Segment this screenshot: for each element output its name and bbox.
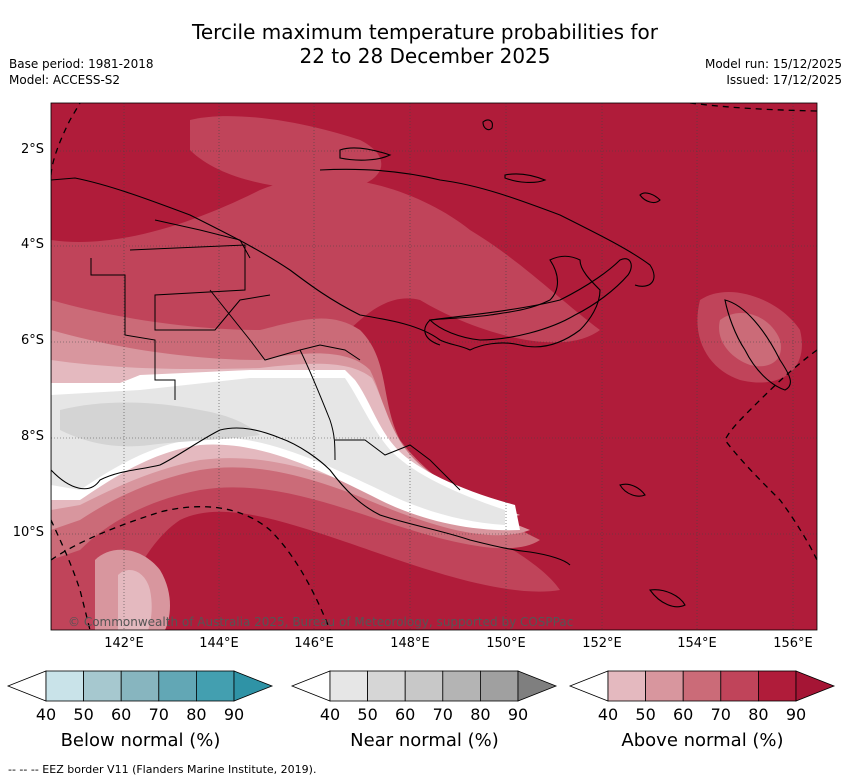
lat-tick-label: 4°S: [20, 237, 44, 252]
colorbar-segment: [479, 670, 519, 702]
eez-northeast: [689, 103, 817, 112]
colorbar-extend-low: [568, 670, 609, 702]
lat-tick-label: 2°S: [20, 142, 44, 157]
eez-footnote: -- -- -- EEZ border V11 (Flanders Marine…: [8, 763, 317, 776]
new-britain-coast: [428, 258, 632, 341]
base-period: Base period: 1981-2018: [9, 57, 154, 71]
colorbar-tick-label: 50: [73, 705, 94, 724]
colorbar-tick-label: 40: [597, 705, 619, 724]
colorbar-extend-high: [795, 670, 836, 702]
copyright-text: © Commonwealth of Australia 2025, Bureau…: [68, 615, 573, 629]
colorbar-segment: [120, 670, 160, 702]
lon-tick-label: 142°E: [104, 636, 144, 651]
colorbar-tick-label: 40: [319, 705, 341, 724]
colorbar-segment: [442, 670, 481, 702]
model-name: Model: ACCESS-S2: [9, 73, 121, 87]
colorbar-segment: [404, 670, 444, 702]
colorbar-extend-high: [517, 670, 558, 702]
colorbar-label-near: Near normal (%): [350, 730, 499, 751]
eez-east: [724, 349, 817, 561]
colorbar-tick-label: 60: [111, 705, 132, 724]
island-north-2: [504, 173, 547, 183]
colorbar-tick-label: 70: [710, 705, 731, 724]
colorbar-tick-label: 90: [223, 705, 245, 724]
bougainville-coast: [724, 299, 791, 391]
colorbar-tick-label: 80: [470, 705, 491, 724]
colorbar-tick-label: 60: [395, 705, 416, 724]
eez-west: [51, 519, 91, 630]
island-southeast-2: [649, 589, 686, 608]
north-coast: [319, 168, 655, 287]
colorbar-tick-label: 50: [357, 705, 378, 724]
colorbar-tick-label: 80: [748, 705, 769, 724]
border-enga: [129, 244, 271, 331]
colorbar-label-below: Below normal (%): [60, 730, 221, 751]
border-northwest: [154, 219, 251, 259]
colorbar-tick-label: 50: [635, 705, 656, 724]
colorbar-segment: [83, 670, 122, 702]
colorbars: [6, 670, 836, 702]
colorbar-segment: [645, 670, 684, 702]
title-line-2: 22 to 28 December 2025: [299, 44, 551, 68]
border-gulf: [299, 349, 336, 461]
map-field: © Commonwealth of Australia 2025, Bureau…: [51, 103, 817, 630]
map-frame: [50, 102, 818, 631]
lon-tick-label: 146°E: [294, 636, 334, 651]
colorbar-extend-high: [233, 670, 274, 702]
lon-tick-label: 144°E: [199, 636, 239, 651]
colorbar-segment: [607, 670, 646, 702]
island-southeast-1: [619, 483, 646, 497]
above-70-area-east: [719, 312, 781, 367]
colorbar-segment: [720, 670, 759, 702]
colorbar-segment: [329, 670, 368, 702]
lon-tick-label: 148°E: [390, 636, 430, 651]
colorbar-near: [290, 670, 558, 702]
colorbar-extend-low: [6, 670, 47, 702]
island-east-1: [639, 192, 661, 204]
colorbar-segment: [758, 670, 797, 702]
new-guinea-coast: [51, 177, 601, 351]
colorbar-above: [568, 670, 836, 702]
colorbar-tick-label: 90: [785, 705, 807, 724]
colorbar-segment: [195, 670, 235, 702]
south-coast: [51, 427, 571, 566]
colorbar-tick-label: 60: [673, 705, 694, 724]
colorbar-segment: [682, 670, 722, 702]
colorbar-segment: [367, 670, 406, 702]
colorbar-extend-low: [290, 670, 331, 702]
lat-tick-label: 8°S: [20, 429, 44, 444]
island-north-1: [339, 147, 392, 161]
colorbar-tick-label: 70: [148, 705, 169, 724]
lat-tick-label: 10°S: [12, 525, 44, 540]
colorbar-label-above: Above normal (%): [621, 730, 784, 751]
island-north-3: [482, 119, 493, 131]
border-west: [90, 258, 176, 400]
provincial-borders: [51, 160, 461, 630]
colorbar-tick-label: 70: [432, 705, 453, 724]
lon-tick-label: 154°E: [677, 636, 717, 651]
colorbar-segment: [158, 670, 197, 702]
colorbar-tick-label: 90: [507, 705, 529, 724]
colorbar-below: [6, 670, 274, 702]
colorbar-segment: [45, 670, 84, 702]
above-80-area: [51, 177, 600, 630]
lat-tick-label: 6°S: [20, 333, 44, 348]
lon-tick-label: 150°E: [486, 636, 526, 651]
eez-southwest: [51, 506, 331, 630]
model-run: Model run: 15/12/2025: [704, 57, 842, 71]
above-50-area-southwest: [118, 570, 152, 630]
border-central: [335, 439, 461, 491]
lon-tick-label: 152°E: [582, 636, 622, 651]
issued-date: Issued: 17/12/2025: [726, 73, 842, 87]
above-80-area-north: [190, 116, 382, 190]
lon-tick-label: 156°E: [773, 636, 813, 651]
eez-border: [51, 103, 817, 630]
colorbar-tick-label: 80: [186, 705, 207, 724]
colorbar-tick-label: 40: [35, 705, 57, 724]
eez-north: [51, 103, 81, 176]
title-line-1: Tercile maximum temperature probabilitie…: [192, 20, 658, 44]
coastlines: [51, 119, 791, 608]
